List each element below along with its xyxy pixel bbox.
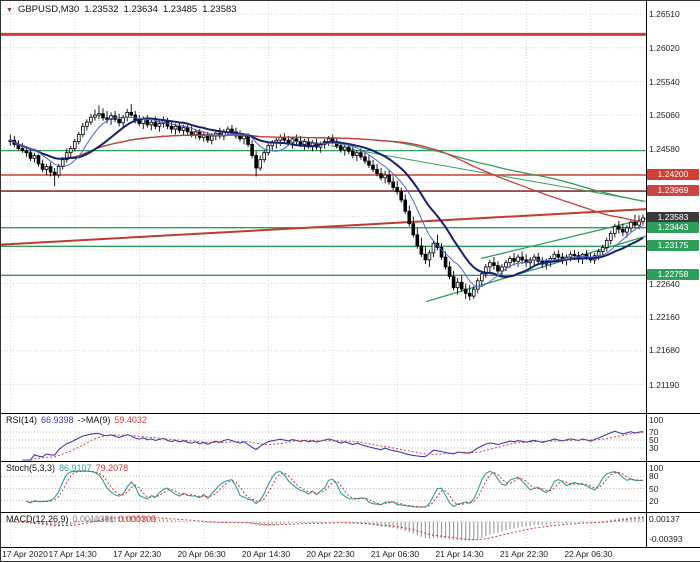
- ohlc-low: 1.23485: [162, 4, 198, 15]
- rsi-ma-name: ->MA(9): [77, 415, 111, 425]
- stoch-scale-label: 50: [649, 483, 659, 494]
- price-axis[interactable]: 1.26510 1.26020 1.25540 1.25060 1.24580 1.226…: [646, 1, 700, 547]
- macd-signal-value: 0.000309: [118, 514, 156, 524]
- price-level-badge: 1.23443: [647, 221, 699, 233]
- time-axis-label: 17 Apr 22:30: [112, 549, 162, 559]
- time-axis-label: 17 Apr 14:30: [48, 549, 97, 559]
- rsi-panel-header: RSI(14) 66.9398 ->MA(9) 59.4032: [6, 415, 151, 425]
- price-axis-label: 1.26020: [649, 43, 680, 54]
- price-axis-label: 1.25060: [649, 110, 680, 121]
- stoch-value: 86.9107: [59, 463, 92, 473]
- macd-scale-label: -0.00393: [649, 533, 683, 544]
- time-axis[interactable]: 17 Apr 2020 17 Apr 14:30 17 Apr 22:30 20 Ap…: [1, 549, 700, 561]
- macd-panel-header: MACD(12,26,9) 0.0011381 0.000309: [6, 514, 160, 524]
- price-level-badge: 1.24200: [647, 169, 699, 180]
- stoch-scale-label: 20: [649, 495, 659, 506]
- price-axis-label: 1.22160: [649, 312, 680, 322]
- time-axis-label: 20 Apr 06:30: [177, 549, 226, 559]
- stoch-signal-value: 79.2078: [95, 463, 129, 473]
- rsi-scale-label: 30: [649, 443, 659, 453]
- stoch-scale-label: 100: [649, 463, 664, 473]
- rsi-name: RSI(14): [6, 415, 38, 425]
- macd-name: MACD(12,26,9): [6, 514, 69, 524]
- time-axis-label: 21 Apr 22:30: [499, 549, 549, 559]
- symbol-timeframe: GBPUSD,M30: [17, 4, 80, 15]
- rsi-scale-label: 70: [649, 427, 659, 437]
- price-axis-label: 1.26510: [649, 9, 680, 20]
- time-axis-label: 22 Apr 06:30: [564, 549, 613, 559]
- price-axis-label: 1.21680: [649, 345, 680, 356]
- price-level-badge: 1.22758: [647, 269, 699, 281]
- rsi-scale-label: 100: [649, 415, 664, 425]
- price-level-badge: 1.23175: [647, 240, 699, 252]
- time-axis-label: 20 Apr 14:30: [241, 549, 291, 559]
- rsi-scale-label: 50: [649, 435, 659, 445]
- chart-header: ▼ GBPUSD,M30 1.23532 1.23634 1.23485 1.23583: [6, 4, 242, 15]
- rsi-value: 66.9398: [41, 415, 74, 425]
- time-axis-label: 21 Apr 06:30: [370, 549, 420, 559]
- price-axis-label: 1.25540: [649, 76, 680, 87]
- time-axis-label: 21 Apr 14:30: [435, 549, 484, 559]
- time-axis-label: 20 Apr 22:30: [306, 549, 355, 559]
- macd-value: 0.0011381: [72, 514, 115, 524]
- rsi-ma-value: 59.4032: [114, 415, 147, 425]
- price-axis-label: 1.24580: [649, 143, 680, 154]
- instrument-icon: ▼: [6, 7, 13, 14]
- time-axis-label: 17 Apr 2020: [2, 549, 48, 559]
- stoch-scale-label: 80: [649, 471, 659, 482]
- ohlc-high: 1.23634: [123, 4, 158, 15]
- ohlc-open: 1.23532: [84, 4, 119, 15]
- price-level-badge: 1.23583: [647, 211, 699, 223]
- price-axis-label: 1.22640: [649, 278, 680, 289]
- price-axis-label: 1.21190: [649, 379, 680, 390]
- stoch-name: Stoch(5,3,3): [6, 463, 56, 473]
- stoch-panel-header: Stoch(5,3,3) 86.9107 79.2078: [6, 463, 132, 473]
- macd-scale-label: 0.00137: [649, 514, 680, 524]
- price-level-badge: 1.23969: [647, 185, 699, 197]
- ohlc-close: 1.23583: [202, 4, 237, 15]
